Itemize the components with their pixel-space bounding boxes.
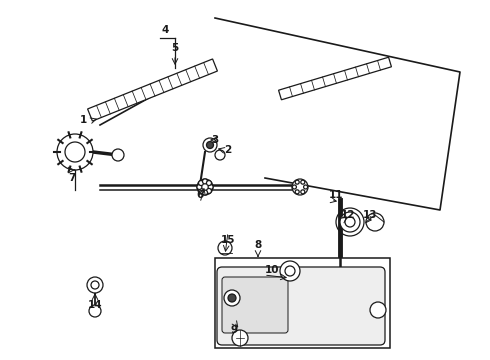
Circle shape [65,142,85,162]
Circle shape [224,290,240,306]
Text: 11: 11 [329,190,343,200]
Circle shape [89,305,101,317]
Text: 13: 13 [363,210,377,220]
Text: 9: 9 [230,325,238,335]
Circle shape [112,149,124,161]
Circle shape [366,213,384,231]
Circle shape [206,188,212,193]
Polygon shape [88,59,218,121]
Text: 8: 8 [254,240,262,250]
Text: 4: 4 [161,25,169,35]
FancyBboxPatch shape [217,267,385,345]
Circle shape [293,185,296,189]
Circle shape [340,212,360,232]
Circle shape [206,181,212,185]
Circle shape [345,217,355,227]
Text: 5: 5 [172,43,179,53]
Circle shape [301,180,305,184]
Circle shape [197,184,202,189]
Circle shape [292,179,308,195]
Circle shape [202,190,207,195]
Circle shape [203,138,217,152]
Circle shape [197,179,213,195]
Circle shape [301,190,305,194]
FancyBboxPatch shape [215,258,390,348]
Text: 10: 10 [265,265,279,275]
Text: 3: 3 [211,135,219,145]
Text: 6: 6 [196,190,204,200]
Circle shape [206,141,214,148]
Text: 14: 14 [88,300,102,310]
Circle shape [295,180,299,184]
Circle shape [215,150,225,160]
Circle shape [304,185,308,189]
Text: 12: 12 [341,210,355,220]
Circle shape [198,188,203,193]
Circle shape [280,261,300,281]
Circle shape [295,190,299,194]
Text: 7: 7 [68,173,75,183]
Circle shape [232,330,248,346]
Polygon shape [278,57,392,100]
Circle shape [91,281,99,289]
Circle shape [218,241,232,255]
Circle shape [208,184,213,189]
Circle shape [202,179,207,184]
Text: 1: 1 [79,115,87,125]
Text: 2: 2 [224,145,232,155]
Circle shape [57,134,93,170]
Circle shape [228,294,236,302]
Circle shape [198,181,203,185]
Circle shape [285,266,295,276]
FancyBboxPatch shape [222,277,288,333]
Circle shape [370,302,386,318]
Circle shape [87,277,103,293]
Text: 15: 15 [221,235,235,245]
